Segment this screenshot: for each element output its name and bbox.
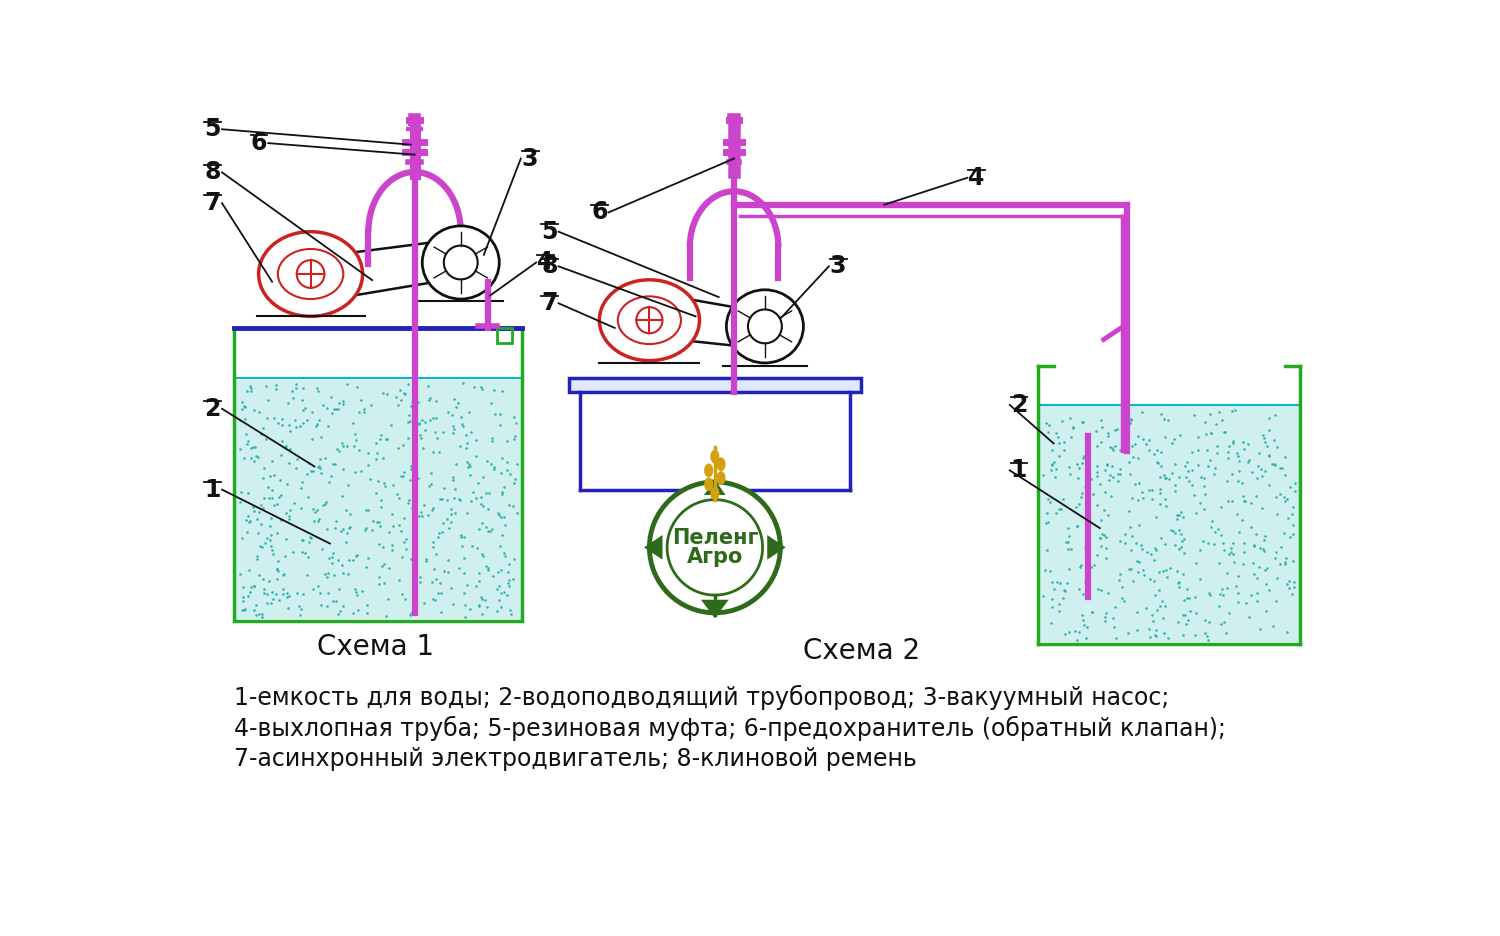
Bar (1040, 406, 1299, 642)
Text: 8: 8 (542, 255, 558, 278)
Ellipse shape (705, 478, 712, 490)
Text: Агро: Агро (687, 547, 742, 566)
Ellipse shape (711, 450, 718, 462)
Text: 7: 7 (542, 291, 558, 315)
Ellipse shape (423, 226, 500, 299)
Text: 6: 6 (591, 200, 608, 225)
Bar (236, 379, 520, 619)
Text: 6: 6 (251, 131, 267, 155)
Ellipse shape (705, 464, 712, 476)
Text: Схема 2: Схема 2 (802, 637, 920, 665)
Ellipse shape (618, 297, 681, 344)
Ellipse shape (717, 458, 724, 471)
Circle shape (444, 245, 477, 280)
Text: 1: 1 (204, 477, 220, 502)
Ellipse shape (717, 472, 724, 484)
Ellipse shape (258, 232, 363, 316)
Polygon shape (766, 535, 786, 560)
Text: 1-емкость для воды; 2-водоподводящий трубопровод; 3-вакуумный насос;: 1-емкость для воды; 2-водоподводящий тру… (234, 685, 1168, 710)
Circle shape (636, 307, 663, 333)
Circle shape (668, 500, 762, 595)
Text: 5: 5 (204, 117, 220, 141)
Text: 3: 3 (830, 255, 846, 278)
Ellipse shape (711, 488, 718, 500)
Bar (496, 328, 513, 344)
Text: 4: 4 (969, 166, 986, 190)
Text: 1: 1 (1011, 459, 1028, 482)
Text: 5: 5 (542, 220, 558, 243)
Circle shape (297, 260, 324, 288)
Polygon shape (644, 535, 663, 560)
Circle shape (748, 310, 782, 344)
Ellipse shape (726, 290, 804, 363)
Text: 2: 2 (1011, 393, 1028, 417)
Text: 2: 2 (204, 397, 220, 421)
Ellipse shape (278, 249, 344, 299)
Polygon shape (704, 479, 726, 495)
Text: Схема 1: Схема 1 (318, 634, 435, 662)
Text: 3: 3 (522, 147, 538, 170)
Bar (568, 378, 861, 392)
Bar (234, 328, 522, 621)
Circle shape (650, 482, 780, 613)
Text: 4-выхлопная труба; 5-резиновая муфта; 6-предохранитель (обратный клапан);: 4-выхлопная труба; 5-резиновая муфта; 6-… (234, 716, 1226, 741)
Text: 7-асинхронный электродвигатель; 8-клиновой ремень: 7-асинхронный электродвигатель; 8-клинов… (234, 747, 916, 771)
Ellipse shape (600, 280, 699, 360)
Polygon shape (700, 600, 729, 618)
Text: 4: 4 (537, 251, 554, 274)
Text: 7: 7 (204, 191, 220, 215)
Text: 8: 8 (204, 160, 220, 184)
Text: Пеленг: Пеленг (672, 528, 758, 548)
